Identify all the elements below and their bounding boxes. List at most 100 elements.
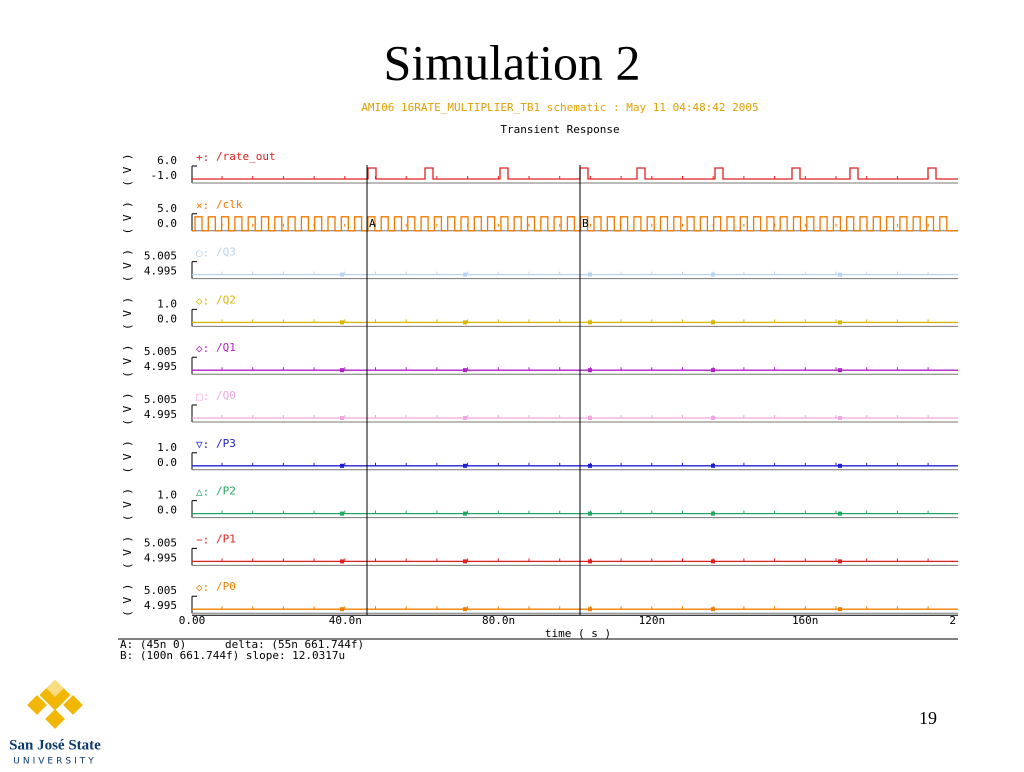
trace-bracket	[191, 356, 197, 375]
trace-name: /P3	[216, 437, 236, 450]
top-value: 5.0	[157, 202, 177, 215]
point-marker	[463, 511, 467, 516]
point-marker	[838, 463, 842, 468]
trace-bracket	[191, 547, 197, 566]
point-marker	[588, 416, 592, 420]
bottom-value: 4.995	[144, 265, 177, 278]
plot-header: AMI06 16RATE_MULTIPLIER_TB1 schematic : …	[361, 101, 758, 114]
cursor-label: A	[369, 217, 376, 230]
cursor-label: B	[582, 217, 589, 230]
bottom-value: -1.0	[151, 169, 178, 182]
trace-name: /clk	[216, 198, 243, 211]
trace-bracket	[191, 404, 197, 422]
trace-marker: □:	[196, 390, 209, 403]
trace-marker: △:	[196, 486, 209, 499]
point-marker	[711, 607, 715, 612]
bottom-value: 0.0	[157, 217, 177, 230]
bottom-value: 0.0	[157, 456, 177, 469]
point-marker	[838, 559, 842, 564]
trace-name: /Q1	[216, 341, 236, 354]
point-marker	[711, 368, 715, 373]
unit-label: ( V )	[121, 536, 134, 569]
point-marker	[588, 320, 592, 325]
point-marker	[340, 320, 344, 325]
point-marker	[340, 559, 344, 564]
point-marker	[588, 463, 592, 468]
trace-name: /P0	[216, 580, 236, 593]
trace-marker: ○:	[196, 247, 209, 260]
point-marker	[463, 559, 467, 564]
slide-title: Simulation 2	[384, 34, 641, 90]
point-marker	[838, 511, 842, 516]
bottom-value: 4.995	[144, 599, 177, 612]
trace-marker: ◇:	[196, 581, 209, 594]
point-marker	[588, 272, 592, 277]
trace-name: /rate_out	[216, 150, 276, 163]
point-marker	[838, 320, 842, 325]
top-value: 5.005	[144, 584, 177, 597]
x-tick-label: 120n	[639, 614, 666, 627]
point-marker	[711, 272, 715, 277]
trace-name: /P1	[216, 532, 236, 545]
point-marker	[711, 320, 715, 325]
logo-line2: UNIVERSITY	[13, 757, 96, 767]
top-value: 5.005	[144, 250, 177, 263]
point-marker	[340, 368, 344, 373]
top-value: 5.005	[144, 393, 177, 406]
trace-marker: +:	[196, 151, 209, 164]
point-marker	[463, 320, 467, 325]
unit-label: ( V )	[121, 153, 134, 186]
trace-bracket	[191, 261, 197, 279]
point-marker	[463, 272, 467, 277]
top-value: 6.0	[157, 154, 177, 167]
unit-label: ( V )	[121, 584, 134, 617]
logo-line1: San José State	[9, 737, 101, 753]
trace-name: /Q2	[216, 293, 236, 306]
trace-bracket	[191, 595, 197, 614]
point-marker	[463, 416, 467, 420]
x-tick-label: 160n	[792, 614, 819, 627]
point-marker	[838, 607, 842, 612]
x-tick-label: 2	[949, 614, 956, 627]
unit-label: ( V )	[121, 249, 134, 282]
trace-bracket	[191, 500, 197, 518]
trace-marker: ▽:	[196, 438, 209, 451]
bottom-value: 4.995	[144, 408, 177, 421]
trace-wave	[192, 216, 958, 232]
x-label: time ( s )	[545, 627, 611, 640]
point-marker	[588, 607, 592, 612]
point-marker	[711, 416, 715, 420]
top-value: 1.0	[157, 441, 177, 454]
top-value: 5.005	[144, 536, 177, 549]
point-marker	[340, 607, 344, 612]
point-marker	[463, 368, 467, 373]
bottom-value: 0.0	[157, 312, 177, 325]
point-marker	[340, 272, 344, 277]
bottom-value: 0.0	[157, 504, 177, 517]
trace-marker: ◇:	[196, 342, 209, 355]
top-value: 1.0	[157, 297, 177, 310]
point-marker	[588, 368, 592, 373]
trace-name: /Q0	[216, 389, 236, 402]
top-value: 1.0	[157, 489, 177, 502]
bottom-value: 4.995	[144, 551, 177, 564]
trace-bracket	[191, 308, 197, 327]
point-marker	[711, 511, 715, 516]
readout: B: (100n 661.744f) slope: 12.0317u	[120, 649, 345, 662]
point-marker	[340, 463, 344, 468]
logo-mark	[27, 677, 83, 729]
unit-label: ( V )	[121, 440, 134, 473]
point-marker	[588, 559, 592, 564]
trace-name: /Q3	[216, 246, 236, 259]
point-marker	[838, 416, 842, 420]
trace-marker: ×:	[196, 199, 209, 212]
unit-label: ( V )	[121, 201, 134, 234]
readout: A: (45n 0)	[120, 638, 186, 651]
point-marker	[838, 272, 842, 277]
trace-bracket	[191, 213, 197, 231]
x-tick-label: 80.0n	[482, 614, 515, 627]
point-marker	[838, 368, 842, 373]
unit-label: ( V )	[121, 345, 134, 378]
trace-bracket	[191, 165, 197, 183]
point-marker	[711, 559, 715, 564]
